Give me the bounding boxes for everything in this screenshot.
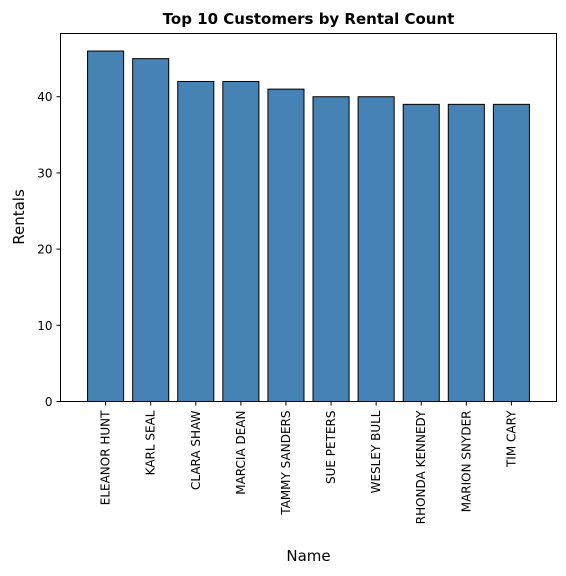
- y-axis-label: Rentals: [10, 189, 28, 245]
- y-tick-label: 10: [37, 319, 52, 333]
- y-tick-label: 40: [37, 90, 52, 104]
- x-axis: ELEANOR HUNT KARL SEAL CLARA SHAW MARCIA DE…: [99, 401, 518, 524]
- y-axis: 0 10 20 30 40: [37, 90, 61, 409]
- bar-wesley-bull: [357, 96, 395, 403]
- bar-karl-seal: [132, 58, 170, 402]
- x-axis-label: Name: [286, 547, 330, 565]
- x-tick-label: CLARA SHAW: [189, 410, 203, 490]
- plot-frame: [60, 33, 557, 402]
- x-tick-label: WESLEY BULL: [369, 410, 383, 493]
- bar-marion-snyder: [447, 103, 485, 403]
- y-tick-label: 0: [45, 395, 53, 409]
- x-tick-label: KARL SEAL: [144, 410, 158, 475]
- x-tick-label: RHONDA KENNEDY: [414, 410, 428, 524]
- bar-rhonda-kennedy: [402, 103, 440, 403]
- x-tick-label: MARION SNYDER: [459, 411, 473, 513]
- x-tick-label: TIM CARY: [504, 410, 518, 468]
- bar-eleanor-hunt: [87, 50, 125, 403]
- bar-clara-shaw: [177, 81, 215, 402]
- x-tick-label: ELEANOR HUNT: [99, 410, 113, 505]
- bar-tammy-sanders: [267, 88, 305, 403]
- bar-tim-cary: [492, 103, 530, 403]
- bars-group: [87, 50, 530, 403]
- y-tick-label: 30: [37, 166, 52, 180]
- y-tick-label: 20: [37, 243, 52, 257]
- x-tick-label: MARCIA DEAN: [234, 411, 248, 495]
- x-tick-label: SUE PETERS: [324, 411, 338, 484]
- x-tick-label: TAMMY SANDERS: [279, 411, 293, 516]
- bar-sue-peters: [312, 96, 350, 403]
- bar-marcia-dean: [222, 81, 260, 402]
- chart-title: Top 10 Customers by Rental Count: [163, 10, 455, 28]
